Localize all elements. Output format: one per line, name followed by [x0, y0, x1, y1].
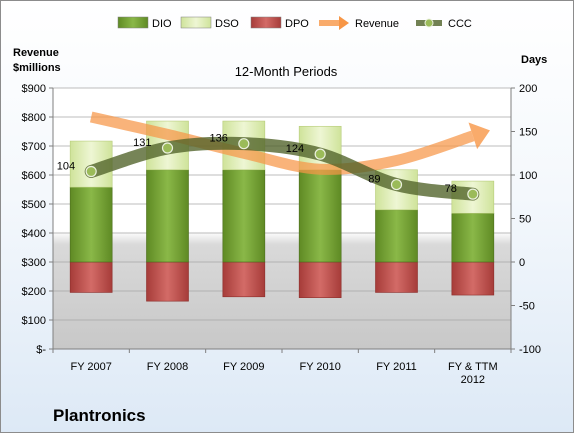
left-tick-label: $500 [22, 199, 46, 211]
ccc-data-label: 78 [445, 183, 457, 195]
left-tick-label: $700 [22, 141, 46, 153]
right-axis-label: Days [521, 54, 547, 66]
legend-arrow-revenue [339, 16, 349, 30]
bar-dpo [222, 261, 266, 298]
right-tick-label: 150 [519, 127, 537, 139]
bar-dio [375, 209, 418, 263]
x-tick-label: 2012 [461, 374, 485, 386]
line-series: 104 131 136 124 89 78 [57, 111, 490, 201]
x-tick-label: FY 2011 [376, 361, 417, 373]
x-tick-label: FY 2010 [299, 361, 340, 373]
bar-dpo [451, 261, 495, 296]
left-tick-label: $200 [22, 286, 46, 298]
revenue-arrowhead [468, 122, 490, 150]
left-tick-label: $300 [22, 257, 46, 269]
bar-dio [222, 169, 266, 263]
legend-swatch-dio [117, 16, 149, 29]
left-tick-label: $800 [22, 112, 46, 124]
left-tick-label: $600 [22, 170, 46, 182]
ccc-marker [314, 148, 326, 160]
x-tick-label: FY 2008 [147, 361, 188, 373]
left-tick-label: $900 [22, 83, 46, 95]
ccc-marker [161, 142, 174, 154]
plot-area [53, 88, 511, 349]
x-tick-label: FY & TTM [448, 361, 498, 373]
bar-dpo [298, 261, 342, 298]
bar-dio [146, 169, 189, 263]
legend-label: Revenue [355, 18, 399, 30]
legend-label: DPO [285, 18, 309, 30]
bar-dio [69, 186, 113, 263]
ccc-data-label: 136 [209, 133, 227, 145]
company-name: Plantronics [53, 406, 146, 425]
bar-dpo [146, 261, 189, 302]
legend-marker-ccc [424, 18, 434, 28]
bar-dpo [69, 261, 113, 293]
ccc-marker [390, 178, 403, 191]
bar-dio [298, 169, 342, 263]
legend-swatch-dso [180, 16, 212, 29]
left-tick-label: $- [36, 344, 46, 356]
right-tick-label: -50 [519, 301, 535, 313]
legend-swatch-dpo [250, 16, 282, 29]
ccc-data-label: 89 [368, 174, 380, 186]
right-tick-label: -100 [519, 344, 541, 356]
legend: DIO DSO DPO Revenue CCC [117, 16, 472, 30]
left-tick-label: $100 [22, 315, 46, 327]
ccc-marker [467, 188, 479, 200]
left-axis-label-line2: $millions [13, 62, 61, 74]
legend-label: DIO [152, 18, 172, 30]
ccc-data-label: 104 [57, 161, 75, 173]
gridlines [53, 87, 511, 350]
legend-label: CCC [448, 18, 472, 30]
left-tick-label: $400 [22, 228, 46, 240]
right-tick-label: 100 [519, 170, 537, 182]
ccc-marker [238, 138, 250, 150]
ccc-data-label: 131 [133, 137, 151, 149]
bar-dpo [375, 261, 418, 293]
left-axis-label-line1: Revenue [13, 47, 59, 59]
legend-label: DSO [215, 18, 239, 30]
right-tick-label: 0 [519, 257, 525, 269]
ccc-line [84, 136, 480, 201]
ccc-marker [85, 165, 97, 178]
right-tick-label: 50 [519, 214, 531, 226]
revenue-line [89, 111, 475, 175]
bar-dio [451, 212, 495, 263]
right-tick-label: 200 [519, 83, 537, 95]
ccc-data-label: 124 [286, 143, 304, 155]
x-tick-label: FY 2009 [223, 361, 264, 373]
chart-title: 12-Month Periods [235, 64, 338, 79]
axes: $- $100 $200 $300 $400 $500 $600 $700 $800 $900 -1… [22, 83, 542, 386]
x-tick-label: FY 2007 [70, 361, 111, 373]
